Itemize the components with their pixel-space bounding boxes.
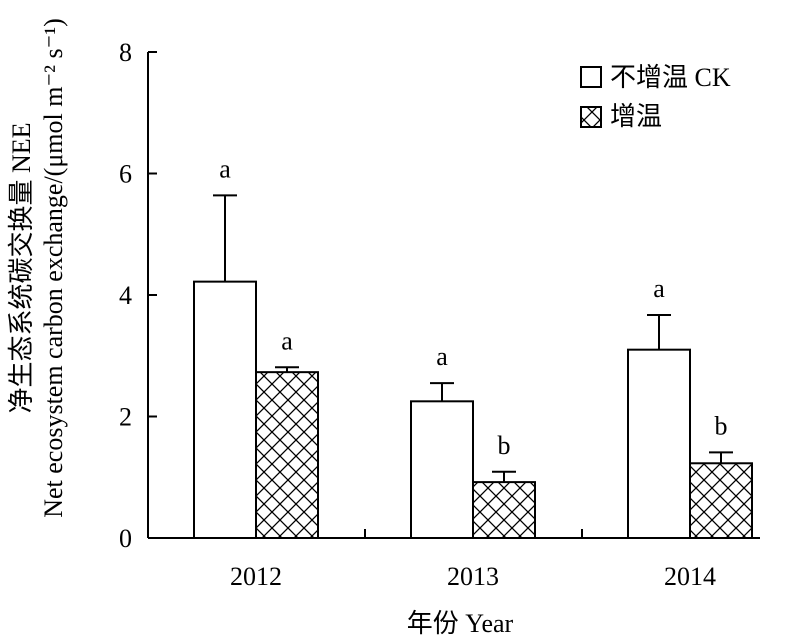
significance-label-warming-2012: a — [281, 326, 293, 355]
y-axis-title-line2: Net ecosystem carbon exchange/(μmol m⁻² … — [39, 18, 68, 518]
legend-label-warming: 增温 — [610, 102, 662, 131]
bar-warming-2012 — [255, 371, 319, 539]
y-tick-label-0: 0 — [119, 524, 132, 553]
bar-warming-2014 — [689, 462, 753, 539]
bar-warming-2013 — [472, 481, 536, 539]
significance-label-ck-2014: a — [653, 274, 665, 303]
significance-label-warming-2013: b — [498, 431, 511, 460]
legend-label-ck: 不增温 CK — [610, 63, 731, 92]
y-tick-label-6: 6 — [119, 160, 132, 189]
significance-label-ck-2012: a — [219, 154, 231, 183]
bar-ck-2012 — [193, 280, 257, 539]
x-tick-label-2013: 2013 — [447, 562, 499, 591]
bar-ck-2013 — [410, 400, 474, 539]
y-axis-title-line1: 净生态系统碳交换量 NEE — [7, 122, 36, 413]
x-tick-label-2014: 2014 — [664, 562, 716, 591]
x-tick-label-2012: 2012 — [230, 562, 282, 591]
legend-swatch-warming — [580, 106, 602, 128]
y-axis-title: 净生态系统碳交换量 NEE Net ecosystem carbon excha… — [7, 18, 68, 518]
significance-label-warming-2014: b — [715, 411, 728, 440]
legend: 不增温 CK 增温 — [580, 63, 731, 131]
bars-layer: a a a a b b — [193, 154, 753, 539]
y-tick-label-4: 4 — [119, 281, 132, 310]
axes-layer: 0 2 4 6 8 2012 2013 2014 — [119, 38, 760, 591]
y-tick-label-2: 2 — [119, 403, 132, 432]
significance-label-ck-2013: a — [436, 342, 448, 371]
x-axis-title: 年份 Year — [407, 609, 514, 638]
y-tick-label-8: 8 — [119, 38, 132, 67]
bar-ck-2014 — [627, 348, 691, 539]
legend-swatch-ck — [580, 66, 602, 88]
